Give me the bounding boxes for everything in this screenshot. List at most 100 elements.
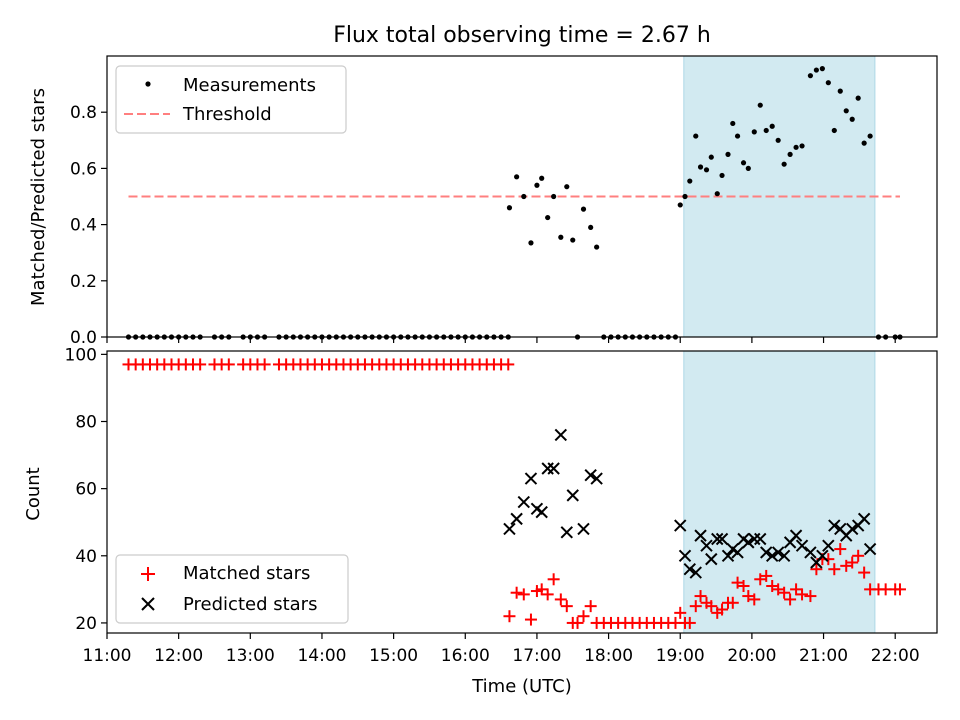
- measurement-point: [528, 240, 534, 246]
- predicted-star-point: [590, 472, 603, 485]
- matched-star-point: [790, 583, 803, 596]
- matched-star-point: [683, 616, 696, 629]
- predicted-star-point: [863, 542, 877, 556]
- matched-star-point: [796, 588, 809, 601]
- matched-star-point: [674, 606, 687, 619]
- measurement-point: [719, 172, 725, 179]
- matched-star-point: [760, 569, 773, 582]
- measurement-point: [682, 193, 688, 200]
- y-tick-label: 0.2: [70, 272, 97, 292]
- predicted-star-point: [754, 532, 767, 546]
- matched-star-point: [560, 600, 573, 613]
- predicted-star-point: [700, 539, 713, 552]
- measurement-point: [831, 127, 837, 134]
- matched-star-point: [503, 610, 516, 623]
- measurement-point: [837, 88, 843, 94]
- matched-star-point: [804, 590, 817, 603]
- predicted-star-point: [760, 546, 773, 559]
- bottom-legend-box: [115, 554, 349, 624]
- matched-star-point: [828, 563, 841, 576]
- measurement-point: [551, 193, 557, 200]
- measurement-point: [677, 202, 683, 208]
- matched-star-point: [524, 613, 537, 626]
- predicted-star-point: [560, 526, 573, 539]
- matched-stars-legend-label: Matched stars: [183, 563, 310, 584]
- predicted-stars-legend-label: Predicted stars: [183, 594, 317, 615]
- predicted-star-point: [828, 519, 841, 532]
- predicted-star-point: [678, 549, 692, 562]
- measurement-point: [734, 133, 741, 139]
- top-axes-frame: [106, 55, 938, 338]
- measurement-point: [769, 123, 775, 129]
- bottom-panel: 20 40 60 80 100 11:00 12:00 13:00 14:00 15:00 16:…: [23, 345, 938, 697]
- y-tick-label: 0.8: [70, 103, 97, 123]
- predicted-star-point: [554, 428, 568, 442]
- predicted-star-point: [822, 539, 835, 552]
- measurement-point: [506, 205, 513, 211]
- predicted-star-point: [683, 563, 696, 576]
- predicted-star-point: [524, 472, 538, 485]
- predicted-star-point: [689, 566, 702, 579]
- measurement-point: [539, 175, 545, 181]
- measurement-point: [855, 95, 861, 101]
- matched-star-point: [571, 616, 584, 629]
- top-legend: Measurements Threshold: [115, 65, 347, 134]
- matched-star-point: [834, 543, 847, 556]
- y-tick-label: 20: [75, 614, 97, 634]
- measurement-point: [757, 102, 763, 108]
- measurement-point: [693, 133, 699, 139]
- matched-star-point: [846, 556, 859, 569]
- bottom-shaded-span: [683, 350, 876, 634]
- predicted-star-point: [517, 495, 530, 509]
- x-tick-label: 16:00: [441, 646, 490, 666]
- matched-star-point: [810, 563, 823, 576]
- shaded-span-rect: [683, 350, 876, 634]
- matched-star-point: [535, 583, 548, 596]
- x-tick-label: 17:00: [512, 646, 561, 666]
- predicted-stars-legend-marker: [141, 597, 155, 611]
- y-tick-label: 0.0: [70, 328, 97, 348]
- matched-star-point: [778, 586, 791, 599]
- predicted-star-point: [804, 546, 817, 559]
- predicted-star-point: [566, 489, 579, 502]
- predicted-star-point: [535, 505, 548, 519]
- x-tick-label: 11:00: [83, 646, 132, 666]
- x-tick-label: 15:00: [369, 646, 418, 666]
- x-tick-label: 14:00: [297, 646, 346, 666]
- matched-star-point: [737, 580, 750, 592]
- matched-star-point: [222, 358, 235, 371]
- y-tick-label: 40: [75, 547, 97, 567]
- predicted-star-point: [674, 519, 687, 532]
- predicted-star-point: [721, 549, 735, 562]
- measurement-point: [867, 133, 873, 139]
- x-tick-label: 13:00: [226, 646, 275, 666]
- measurement-point: [751, 129, 757, 135]
- top-panel: Flux total observing time = 2.67 h 0.00.…: [28, 23, 938, 348]
- measurement-point: [763, 127, 769, 134]
- x-tick-label: 20:00: [727, 646, 776, 666]
- measurement-point: [730, 120, 736, 127]
- y-tick-label: 100: [65, 345, 97, 365]
- matched-star-point: [694, 590, 707, 603]
- measurement-point: [725, 151, 731, 157]
- matched-star-point: [577, 610, 590, 623]
- measurement-point: [849, 116, 855, 122]
- bottom-legend: Matched stars Predicted stars: [115, 554, 349, 624]
- top-x-axis: [106, 337, 896, 343]
- measurement-point: [545, 214, 551, 221]
- measurement-point: [775, 137, 781, 143]
- predicted-star-point: [715, 532, 729, 546]
- top-legend-box: [115, 65, 347, 134]
- bottom-axes-frame: [106, 350, 938, 634]
- measurements-legend-label: Measurements: [183, 75, 316, 96]
- y-tick-label: 80: [75, 413, 97, 433]
- predicted-star-point: [510, 512, 523, 526]
- predicted-star-point: [547, 462, 560, 475]
- bottom-x-axis: 11:00 12:00 13:00 14:00 15:00 16:00 17:00 18:00…: [83, 633, 920, 666]
- measurement-point: [825, 80, 831, 86]
- measurement-point: [708, 154, 714, 160]
- y-tick-label: 0.6: [70, 159, 97, 179]
- matched-star-point: [502, 358, 515, 371]
- predicted-star-point: [731, 546, 744, 559]
